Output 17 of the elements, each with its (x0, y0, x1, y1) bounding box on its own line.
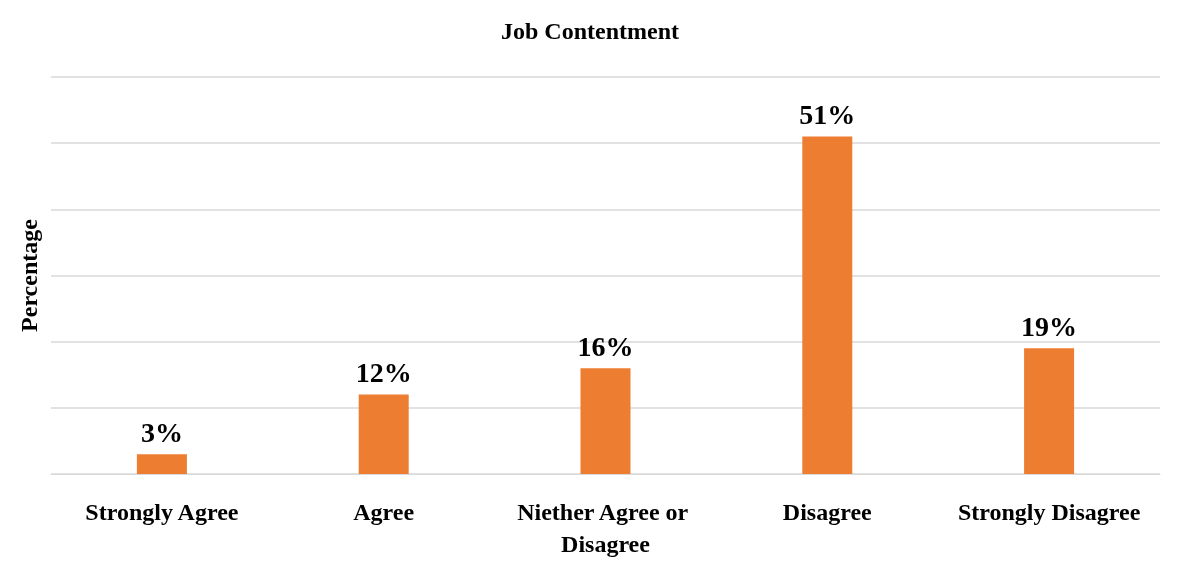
x-tick-label: Niether Agree or Disagree (517, 499, 694, 557)
data-label: 19% (1021, 310, 1078, 342)
bar (136, 454, 187, 474)
bar (802, 136, 853, 474)
x-tick-label: Strongly Agree (85, 499, 239, 525)
bar (580, 368, 631, 474)
y-axis-title: Percentage (16, 218, 42, 332)
x-tick-label: Strongly Disagree (957, 499, 1141, 525)
data-label: 16% (577, 330, 634, 362)
bar (358, 394, 409, 474)
data-label: 51% (799, 99, 856, 131)
chart-title: Job Contentment (501, 18, 679, 44)
x-tick-label: Disagree (782, 499, 873, 525)
data-label: 12% (355, 357, 412, 389)
data-label: 3% (140, 416, 183, 448)
x-tick-label: Agree (353, 499, 415, 525)
bar (1024, 348, 1075, 474)
